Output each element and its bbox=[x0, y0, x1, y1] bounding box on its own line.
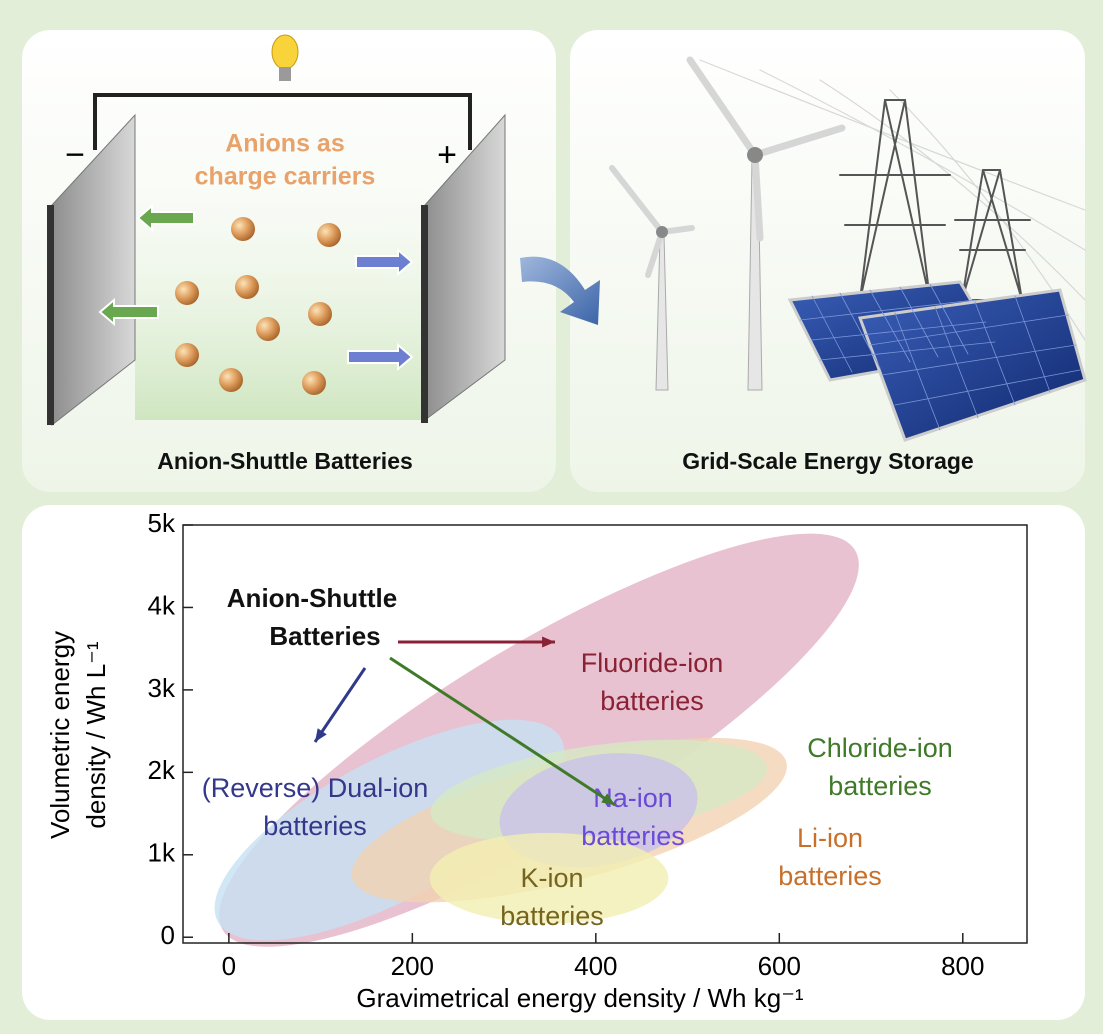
panel-caption: Grid-Scale Energy Storage bbox=[682, 448, 973, 474]
plus-sign: + bbox=[437, 136, 457, 174]
y-tick-label: 5k bbox=[148, 508, 176, 538]
note-line: charge carriers bbox=[195, 163, 376, 191]
arrow-head bbox=[542, 636, 555, 648]
annotation-arrow bbox=[313, 667, 367, 743]
x-tick-label: 800 bbox=[941, 951, 984, 981]
y-axis-label: density / Wh L⁻¹ bbox=[81, 641, 111, 828]
x-tick-label: 600 bbox=[758, 951, 801, 981]
x-axis-label: Gravimetrical energy density / Wh kg⁻¹ bbox=[356, 983, 804, 1013]
annotation: Batteries bbox=[269, 621, 380, 651]
y-tick-label: 3k bbox=[148, 673, 176, 703]
y-axis-label: Volumetric energy bbox=[45, 631, 75, 839]
annotation-arrow bbox=[389, 656, 616, 807]
region-label: Li-ion bbox=[797, 823, 863, 853]
region-label: K-ion bbox=[520, 863, 583, 893]
annotation: Anion-Shuttle bbox=[227, 583, 397, 613]
panel-caption: Anion-Shuttle Batteries bbox=[157, 448, 413, 474]
y-tick-label: 1k bbox=[148, 838, 176, 868]
chart: Fluoride-ion batteries (Reverse) Dual-ion b… bbox=[45, 508, 1028, 1013]
y-tick-label: 4k bbox=[148, 590, 176, 620]
region bbox=[429, 832, 669, 924]
arrow-head bbox=[601, 793, 615, 805]
region-label: batteries bbox=[263, 811, 367, 841]
region-label: batteries bbox=[581, 821, 685, 851]
x-tick-label: 0 bbox=[222, 951, 236, 981]
region-label: batteries bbox=[828, 771, 932, 801]
flow-arrow bbox=[520, 256, 600, 325]
x-tick-label: 200 bbox=[391, 951, 434, 981]
region-label: Fluoride-ion bbox=[581, 648, 724, 678]
panel-grid bbox=[570, 30, 1085, 492]
arrow-head bbox=[315, 728, 327, 742]
region-label: batteries bbox=[778, 861, 882, 891]
y-tick-label: 2k bbox=[148, 755, 176, 785]
region-label: Chloride-ion bbox=[807, 733, 953, 763]
region-label: batteries bbox=[500, 901, 604, 931]
plot-frame bbox=[182, 524, 1028, 944]
region-label: batteries bbox=[600, 686, 704, 716]
note-line: Anions as bbox=[225, 130, 344, 158]
minus-sign: − bbox=[65, 136, 85, 174]
grid-illustration bbox=[609, 56, 1087, 442]
y-tick-label: 0 bbox=[161, 920, 175, 950]
region-label: (Reverse) Dual-ion bbox=[202, 773, 429, 803]
x-tick-label: 400 bbox=[574, 951, 617, 981]
battery-illustration bbox=[47, 34, 506, 427]
